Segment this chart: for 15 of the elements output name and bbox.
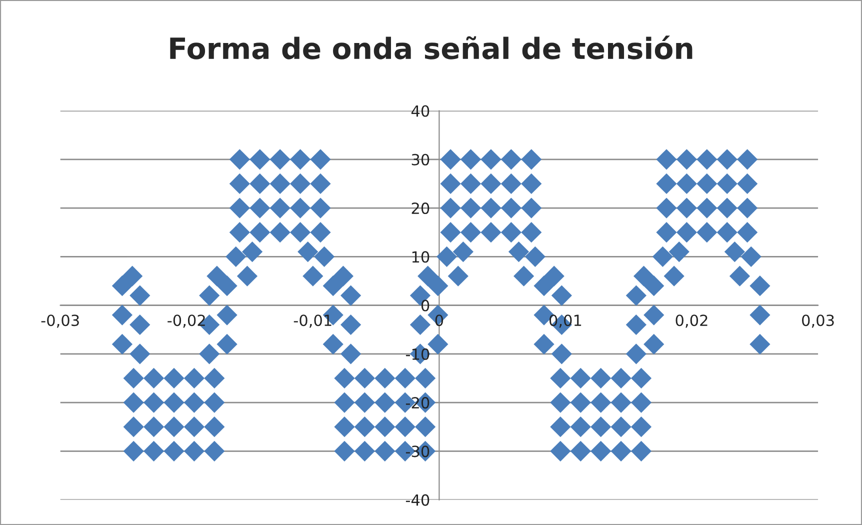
- y-tick-label: -30: [406, 446, 430, 458]
- x-tick-label: 0: [435, 314, 444, 326]
- x-tick-label: 0,02: [676, 314, 708, 328]
- y-tick-label: 30: [412, 154, 430, 166]
- y-tick-label: -10: [406, 348, 430, 360]
- y-tick-label: -40: [406, 494, 430, 506]
- y-tick-label: -20: [406, 397, 430, 409]
- y-tick-label: 40: [411, 105, 430, 117]
- x-tick-label: -0,03: [41, 314, 79, 328]
- x-tick-label: -0,01: [294, 314, 332, 328]
- y-tick-label: 10: [412, 251, 430, 263]
- chart-title: Forma de onda señal de tensión: [170, 36, 692, 60]
- x-tick-label: 0,03: [802, 314, 834, 328]
- y-tick-label: 0: [421, 300, 430, 312]
- y-tick-label: 20: [412, 202, 430, 214]
